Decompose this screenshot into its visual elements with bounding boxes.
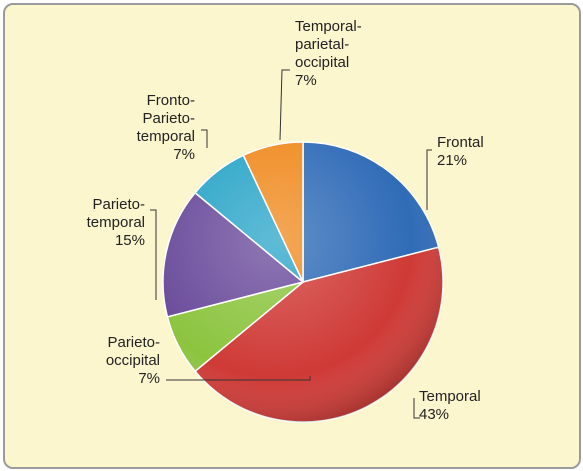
- value-label: 7%: [138, 370, 160, 387]
- slice-label: Fronto-Parieto-temporal 7%: [137, 92, 195, 164]
- slice-label: Parieto-occipital 7%: [106, 334, 160, 388]
- leader-line: [150, 209, 157, 300]
- value-label: 7%: [173, 146, 195, 163]
- category-label: Frontal: [437, 134, 484, 151]
- value-label: 43%: [419, 406, 450, 423]
- leader-line: [166, 376, 311, 381]
- leader-line: [279, 69, 290, 141]
- category-label: Fronto-Parieto-temporal: [136, 92, 195, 145]
- leader-line: [201, 129, 208, 148]
- slice-label: Frontal 21%: [437, 134, 484, 170]
- category-label: Temporal: [419, 388, 481, 405]
- slice-label: Temporal-parietal-occipital 7%: [295, 18, 362, 90]
- leader-line: [413, 398, 420, 419]
- value-label: 7%: [295, 72, 317, 89]
- value-label: 15%: [114, 232, 145, 249]
- category-label: Parieto-temporal: [86, 196, 145, 231]
- slice-label: Parieto-temporal 15%: [87, 196, 145, 250]
- value-label: 21%: [437, 152, 468, 169]
- category-label: Temporal-parietal-occipital: [295, 18, 362, 71]
- leader-line: [426, 149, 432, 210]
- slice-label: Temporal 43%: [419, 388, 481, 424]
- category-label: Parieto-occipital: [105, 334, 161, 369]
